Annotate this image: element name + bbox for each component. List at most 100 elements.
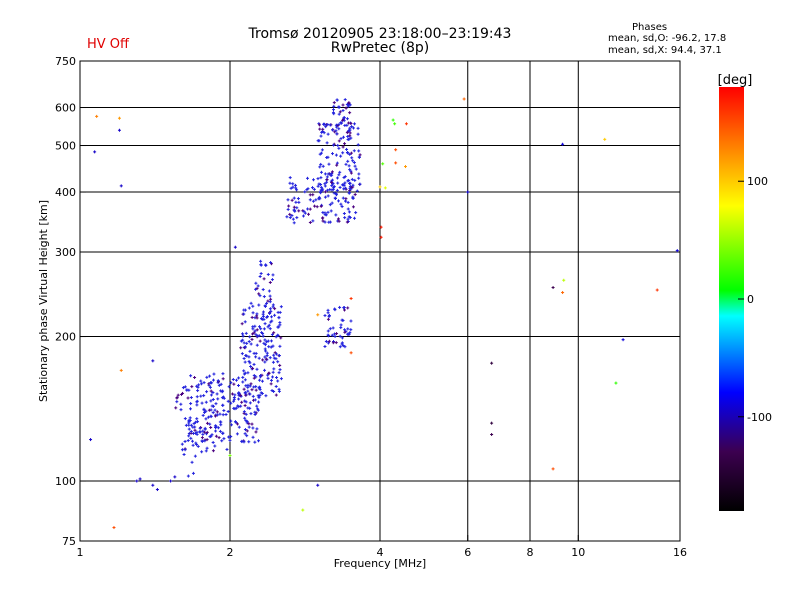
- data-point: [268, 280, 272, 284]
- data-point: [271, 370, 275, 374]
- data-point: [237, 425, 241, 429]
- data-point: [224, 413, 228, 417]
- data-point: [347, 164, 351, 168]
- data-point: [328, 327, 332, 331]
- data-point: [246, 371, 250, 375]
- data-point: [335, 188, 339, 192]
- data-point: [258, 378, 262, 382]
- x-tick-label: 6: [464, 546, 471, 559]
- y-tick-label: 75: [62, 535, 76, 548]
- data-point: [248, 384, 252, 388]
- colorbar-tick-label: 0: [747, 293, 754, 306]
- data-point: [235, 422, 239, 426]
- data-point: [175, 400, 179, 404]
- data-point: [341, 103, 345, 107]
- data-point: [204, 409, 208, 413]
- data-point: [119, 368, 123, 372]
- data-point: [215, 410, 219, 414]
- data-point: [186, 396, 190, 400]
- data-point: [330, 333, 334, 337]
- data-point: [266, 299, 270, 303]
- data-point: [621, 338, 625, 342]
- data-point: [216, 397, 220, 401]
- data-point: [259, 317, 263, 321]
- data-point: [179, 402, 183, 406]
- data-point: [346, 200, 350, 204]
- data-point: [242, 312, 246, 316]
- data-point: [251, 327, 255, 331]
- data-point: [308, 193, 312, 197]
- data-point: [294, 200, 298, 204]
- data-point: [290, 214, 294, 218]
- data-point: [195, 417, 199, 421]
- x-tick-label: 16: [673, 546, 687, 559]
- data-point: [269, 261, 273, 265]
- data-point: [261, 331, 265, 335]
- data-point: [255, 343, 259, 347]
- data-point: [207, 382, 211, 386]
- data-point: [295, 216, 299, 220]
- data-point: [332, 191, 336, 195]
- data-point: [237, 397, 241, 401]
- data-point: [198, 426, 202, 430]
- data-point: [196, 389, 200, 393]
- data-point: [182, 452, 186, 456]
- data-point: [239, 393, 243, 397]
- data-point: [183, 448, 187, 452]
- data-point: [221, 377, 225, 381]
- x-tick-label: 1: [77, 546, 84, 559]
- data-point: [348, 131, 352, 135]
- data-point: [393, 122, 397, 126]
- data-point: [344, 199, 348, 203]
- data-point: [263, 347, 267, 351]
- data-point: [308, 198, 312, 202]
- data-point: [342, 212, 346, 216]
- data-point: [190, 385, 194, 389]
- data-point: [316, 313, 320, 317]
- data-point: [466, 190, 470, 194]
- data-point: [330, 170, 334, 174]
- data-point: [345, 220, 349, 224]
- data-point: [243, 360, 247, 364]
- data-point: [324, 125, 328, 129]
- data-point: [263, 368, 267, 372]
- data-point: [218, 429, 222, 433]
- data-point: [330, 201, 334, 205]
- data-point: [259, 263, 263, 267]
- data-point: [255, 427, 259, 431]
- data-point: [306, 187, 310, 191]
- data-point: [259, 374, 263, 378]
- data-point: [254, 385, 258, 389]
- data-point: [340, 183, 344, 187]
- data-point: [243, 391, 247, 395]
- data-point: [235, 432, 239, 436]
- data-point: [278, 344, 282, 348]
- data-point: [297, 209, 301, 213]
- data-point: [181, 386, 185, 390]
- data-point: [263, 304, 267, 308]
- data-point: [302, 209, 306, 213]
- data-point: [327, 339, 331, 343]
- data-point: [244, 384, 248, 388]
- data-point: [207, 408, 211, 412]
- y-tick-label: 750: [55, 55, 76, 68]
- data-point: [335, 98, 339, 102]
- data-point: [325, 175, 329, 179]
- data-point: [675, 249, 679, 253]
- data-point: [308, 220, 312, 224]
- data-point: [257, 400, 261, 404]
- data-point: [210, 433, 214, 437]
- data-point: [248, 392, 252, 396]
- data-point: [270, 333, 274, 337]
- data-point: [288, 176, 292, 180]
- data-point: [332, 112, 336, 116]
- data-point: [288, 212, 292, 216]
- data-point: [265, 301, 269, 305]
- data-point: [201, 413, 205, 417]
- data-point: [189, 429, 193, 433]
- data-point: [254, 375, 258, 379]
- data-point: [209, 393, 213, 397]
- data-point: [311, 193, 315, 197]
- data-point: [262, 277, 266, 281]
- data-point: [227, 385, 231, 389]
